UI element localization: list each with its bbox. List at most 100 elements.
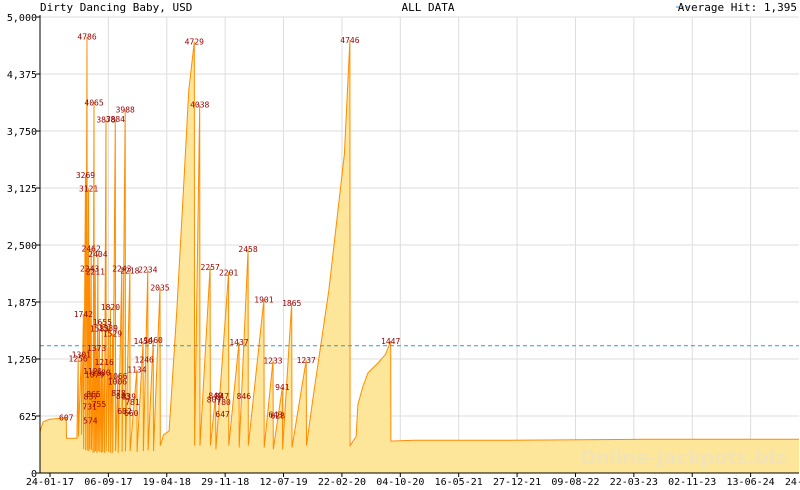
y-tick-label: 2,500 (7, 241, 37, 252)
x-tick-label: 16-05-21 (435, 477, 483, 488)
average-legend-label: Average Hit: 1,395 (678, 1, 797, 14)
peak-value-label: 849 (208, 392, 223, 401)
y-tick-label: 1,875 (7, 298, 37, 309)
peak-value-label: 847 (215, 392, 230, 401)
peak-value-label: 2211 (86, 267, 105, 276)
y-tick-label: 5,000 (7, 13, 37, 24)
peak-value-label: 1134 (127, 366, 146, 375)
peak-value-label: 4786 (77, 33, 96, 42)
peak-value-label: 1450 (133, 337, 152, 346)
peak-value-label: 1006 (108, 377, 127, 386)
y-tick-label: 625 (19, 412, 37, 423)
peak-value-label: 643 (268, 410, 283, 419)
peak-value-label: 4729 (185, 38, 204, 47)
x-tick-label: 24-01-25 (785, 477, 800, 488)
peak-value-label: 2218 (120, 267, 139, 276)
peak-value-label: 1583 (90, 325, 109, 334)
peak-value-label: 1246 (135, 355, 154, 364)
chart-axes: 0 625 1,250 1,875 2,500 3,125 3,750 4,375 5,000 2… (7, 13, 800, 488)
peak-value-label: 1079 (85, 371, 104, 380)
peak-value-label: 1437 (229, 338, 248, 347)
x-tick-label: 22-03-23 (610, 477, 658, 488)
peak-value-label: 1373 (87, 344, 106, 353)
peak-value-label: 1460 (144, 336, 163, 345)
x-tick-label: 06-09-17 (84, 477, 132, 488)
peak-value-label: 1589 (99, 324, 118, 333)
peak-value-label: 781 (125, 398, 140, 407)
peak-value-label: 2462 (82, 244, 101, 253)
peak-value-label: 1237 (297, 356, 316, 365)
peak-value-label: 1301 (72, 350, 91, 359)
peak-value-label: 3988 (116, 105, 135, 114)
range-label: ALL DATA (402, 1, 455, 14)
watermark: Online-Jackpots.biz (580, 447, 786, 469)
peak-value-label: 4065 (84, 98, 103, 107)
series-line (39, 36, 799, 453)
peak-value-label: 878 (111, 389, 126, 398)
peak-value-label: 1447 (381, 337, 400, 346)
peak-value-label: 682 (117, 407, 132, 416)
peak-value-label: 3269 (76, 171, 95, 180)
peak-value-label: 3121 (79, 184, 98, 193)
peak-value-label: 2257 (201, 263, 220, 272)
peak-value-label: 780 (216, 398, 231, 407)
peak-value-label: 1529 (103, 330, 122, 339)
peak-value-label: 807 (207, 395, 222, 404)
peak-value-label: 628 (270, 412, 285, 421)
x-tick-label: 24-01-17 (26, 477, 74, 488)
peak-value-label: 865 (86, 390, 101, 399)
x-tick-label: 22-02-20 (318, 477, 366, 488)
peak-value-label: 1233 (263, 357, 282, 366)
peak-value-label: 574 (83, 417, 98, 426)
peak-value-label: 846 (237, 392, 252, 401)
peak-value-label: 755 (92, 400, 107, 409)
x-tick-label: 12-07-19 (259, 477, 307, 488)
peak-value-label: 2035 (150, 283, 169, 292)
x-tick-label: 27-12-21 (493, 477, 541, 488)
peak-value-label: 647 (215, 410, 230, 419)
chart-series (39, 36, 799, 473)
peak-value-label: 2404 (88, 250, 107, 259)
peak-value-label: 1655 (93, 318, 112, 327)
y-tick-label: 3,125 (7, 184, 37, 195)
x-tick-label: 04-10-20 (376, 477, 424, 488)
peak-value-label: 3878 (96, 115, 115, 124)
peak-value-label: 4038 (190, 101, 209, 110)
peak-value-label: 1742 (74, 310, 93, 319)
peak-value-label: 660 (124, 409, 139, 418)
peak-value-label: 1216 (95, 358, 114, 367)
x-tick-label: 19-04-18 (143, 477, 191, 488)
chart-title: Dirty Dancing Baby, USD (40, 1, 192, 14)
x-tick-label: 09-08-22 (551, 477, 599, 488)
x-tick-label: 13-06-24 (727, 477, 775, 488)
y-tick-label: 1,250 (7, 355, 37, 366)
peak-value-label: 1865 (282, 299, 301, 308)
peak-value-label: 837 (84, 393, 99, 402)
peak-value-label: 4746 (340, 36, 359, 45)
peak-value-label: 2458 (238, 245, 257, 254)
peak-value-label: 2243 (80, 264, 99, 273)
peak-value-label: 1121 (83, 367, 102, 376)
peak-value-label: 1820 (101, 303, 120, 312)
peak-value-label: 1100 (91, 369, 110, 378)
x-tick-label: 29-11-18 (201, 477, 249, 488)
peak-value-label: 607 (59, 414, 74, 423)
peak-value-label: 1066 (108, 372, 127, 381)
peak-value-label: 1901 (254, 296, 273, 305)
peak-value-label: 839 (122, 392, 137, 401)
x-tick-label: 02-11-23 (668, 477, 716, 488)
peak-value-label: 731 (82, 402, 97, 411)
y-tick-label: 0 (31, 469, 37, 480)
peak-value-label: 941 (275, 383, 290, 392)
peak-value-label: 2234 (138, 265, 157, 274)
y-tick-label: 3,750 (7, 127, 37, 138)
peak-value-label: 2201 (219, 268, 238, 277)
peak-value-label: 843 (116, 392, 131, 401)
peak-value-label: 2243 (112, 264, 131, 273)
peak-value-label: 3884 (106, 115, 125, 124)
y-tick-label: 4,375 (7, 70, 37, 81)
series-area-fill (40, 36, 799, 473)
peak-value-label: 1256 (69, 354, 88, 363)
